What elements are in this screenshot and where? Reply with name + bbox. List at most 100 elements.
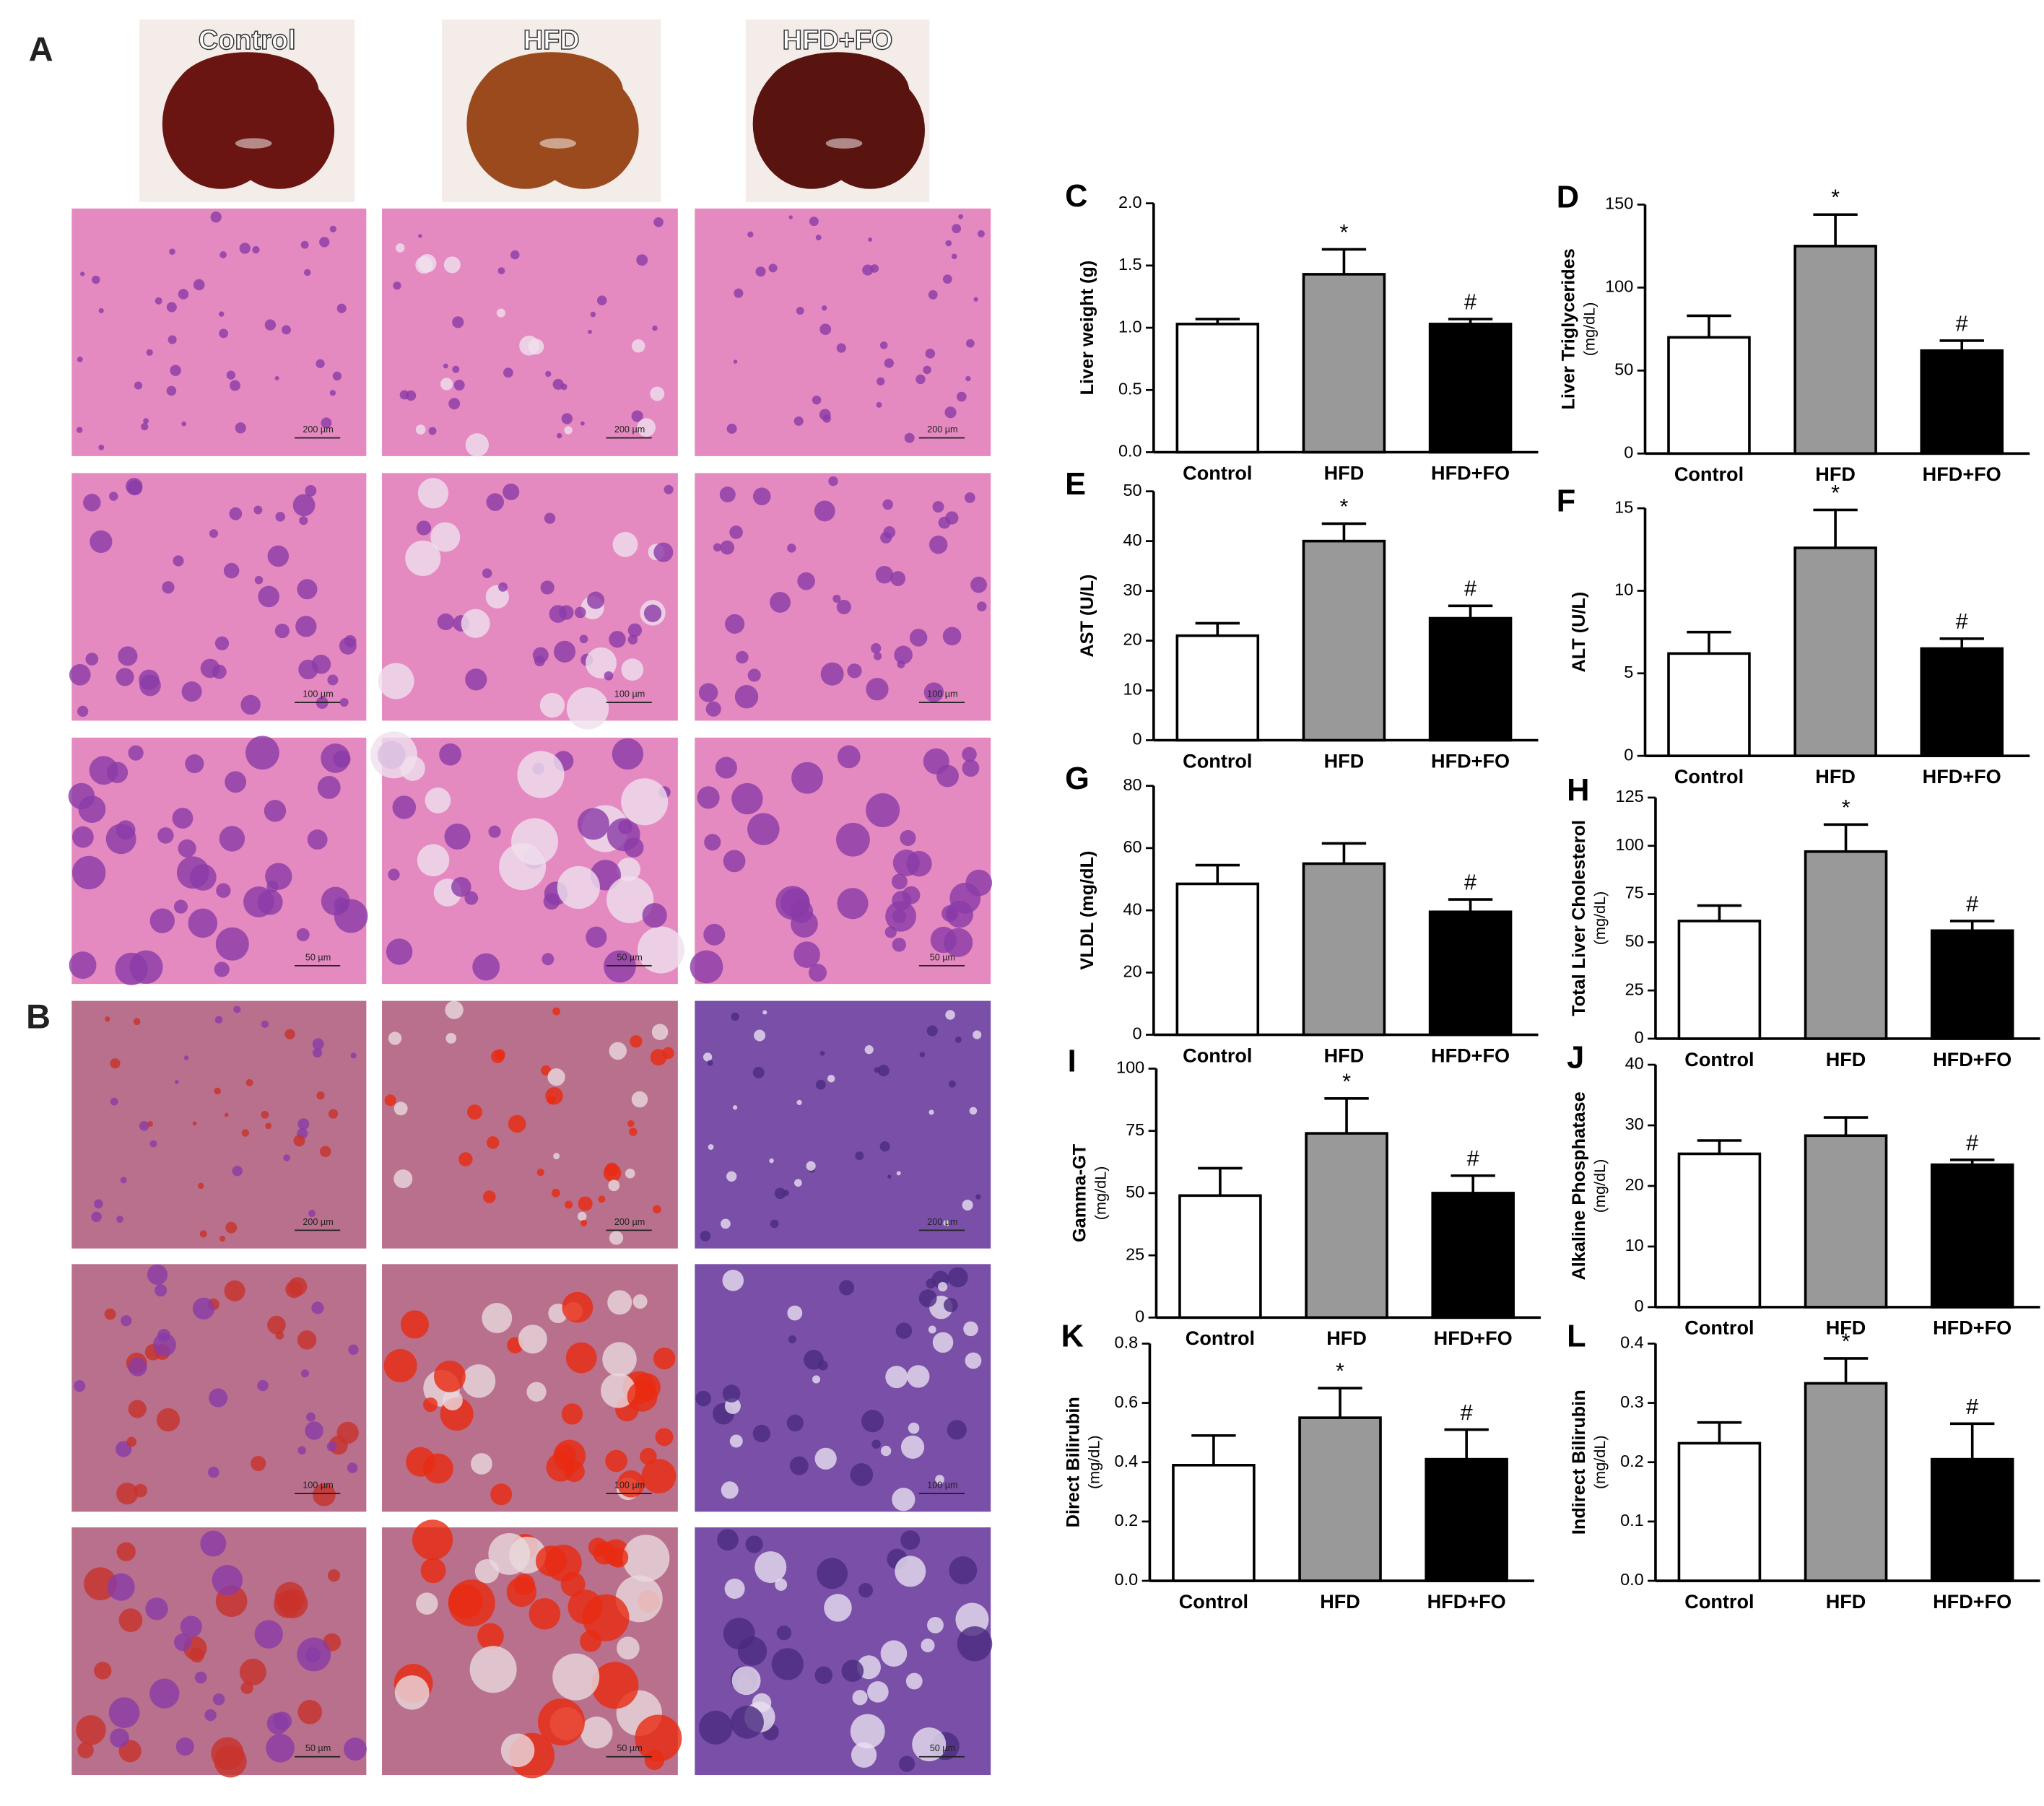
- histology-cell: [224, 1280, 245, 1301]
- histology-cell: [536, 1169, 544, 1177]
- histology-cell: [855, 1151, 864, 1161]
- x-tick-label: Control: [1674, 463, 1744, 485]
- x-tick-label: Control: [1684, 1317, 1754, 1339]
- histology-cell: [565, 1200, 573, 1209]
- histology-cell: [918, 1289, 937, 1308]
- histology-cell: [894, 645, 913, 665]
- histology-cell: [433, 1360, 466, 1392]
- histology-cell: [77, 1742, 94, 1758]
- x-tick-label: HFD: [1815, 463, 1856, 485]
- histology-cell: [299, 516, 308, 525]
- histology-cell: [788, 1335, 796, 1343]
- significance-marker: #: [1461, 1400, 1473, 1425]
- x-tick-label: Control: [1684, 1048, 1754, 1070]
- x-tick-label: HFD+FO: [1933, 1317, 2012, 1339]
- histology-cell: [786, 1414, 804, 1432]
- bar: [1677, 920, 1762, 1040]
- histology-cell: [440, 378, 453, 391]
- histology-cell: [336, 1421, 359, 1444]
- histology-cell: [235, 422, 246, 434]
- histology-cell: [157, 827, 174, 844]
- histology-cell: [428, 427, 437, 435]
- histology-cell: [900, 829, 916, 847]
- y-tick-label: 20: [1123, 962, 1141, 981]
- histology-cell: [652, 325, 658, 331]
- histology-cell: [226, 370, 236, 380]
- y-tick-label: 10: [1614, 580, 1633, 599]
- histology-cell: [305, 1421, 323, 1440]
- histology-cell: [898, 1755, 916, 1772]
- significance-marker: #: [1464, 289, 1477, 314]
- histology-cell: [423, 1397, 438, 1413]
- histology-cell: [542, 953, 555, 966]
- histology-cell: [85, 653, 99, 666]
- histology-cell: [175, 1737, 194, 1756]
- histology-cell: [483, 1190, 496, 1203]
- y-tick-label: 1.0: [1118, 317, 1142, 336]
- histology-cell: [488, 825, 501, 838]
- y-tick-label: 75: [1126, 1120, 1144, 1139]
- histology-cell: [110, 1058, 121, 1069]
- histology-cell: [586, 926, 607, 948]
- histology-cell: [596, 295, 607, 305]
- x-tick-label: HFD+FO: [1933, 1048, 2012, 1070]
- bar: [1677, 1441, 1762, 1582]
- histology-cell: [703, 1052, 713, 1062]
- histology-cell: [731, 782, 763, 815]
- histology-cell: [420, 1558, 446, 1584]
- bar-chart: 0.0 0.1 0.2 0.3 0.4 Indirect Bilirubin (mg/dL)…: [1567, 1319, 2040, 1613]
- histology-cell: [327, 1569, 341, 1582]
- histology-cell: [827, 1075, 835, 1083]
- histology-cell: [307, 829, 328, 850]
- histology-cell: [787, 544, 796, 553]
- significance-marker: *: [1342, 1068, 1351, 1094]
- histology-cell: [791, 762, 824, 794]
- histology-cell: [586, 647, 617, 679]
- y-tick-label: 0.5: [1118, 379, 1142, 398]
- histology-cell: [311, 1301, 324, 1314]
- bar: [1804, 850, 1888, 1040]
- histology-cell: [841, 1659, 864, 1683]
- x-tick-label: Control: [1179, 1590, 1248, 1613]
- histology-cell: [384, 1094, 396, 1107]
- histology-cell: [229, 507, 243, 520]
- group-label: HFD+FO: [783, 25, 893, 56]
- histology-cell: [121, 1315, 132, 1327]
- histology-cell: [305, 1646, 321, 1663]
- histology-cell: [508, 1114, 526, 1133]
- histology-cell: [752, 487, 771, 505]
- histology-cell: [721, 1218, 731, 1229]
- histology-cell: [69, 951, 97, 980]
- histology-cell: [139, 674, 161, 697]
- y-tick-label: 100: [1116, 1058, 1144, 1077]
- panel-label: H: [1567, 773, 1589, 808]
- histology-cell: [962, 1199, 973, 1211]
- significance-marker: *: [1831, 185, 1840, 210]
- histology-cell: [477, 1623, 504, 1650]
- histology-cell: [378, 663, 414, 699]
- histology-cell: [465, 433, 490, 457]
- histology-cell: [254, 1620, 283, 1649]
- histology-cell: [617, 858, 640, 881]
- histology-cell: [490, 1483, 513, 1506]
- histology-cell: [602, 1342, 637, 1377]
- histology-cell: [819, 323, 832, 336]
- histology-cell: [297, 1700, 323, 1724]
- histology-cell: [214, 1087, 221, 1095]
- y-tick-label: 80: [1123, 775, 1141, 794]
- x-tick-label: HFD+FO: [1933, 1590, 2012, 1613]
- histology-cell: [607, 1290, 632, 1315]
- y-tick-label: 30: [1123, 580, 1141, 599]
- histology-cell: [233, 1005, 241, 1013]
- histology-cell: [71, 826, 94, 848]
- histology-cell: [552, 1653, 600, 1701]
- histology-cell: [275, 512, 286, 522]
- histology-cell: [451, 876, 471, 897]
- histology-cell: [370, 731, 417, 779]
- histology-cell: [879, 1141, 890, 1152]
- histology-cell: [166, 302, 177, 313]
- histology-cell: [652, 1205, 661, 1214]
- histology-cell: [824, 1594, 852, 1622]
- histology-cell: [383, 1348, 417, 1382]
